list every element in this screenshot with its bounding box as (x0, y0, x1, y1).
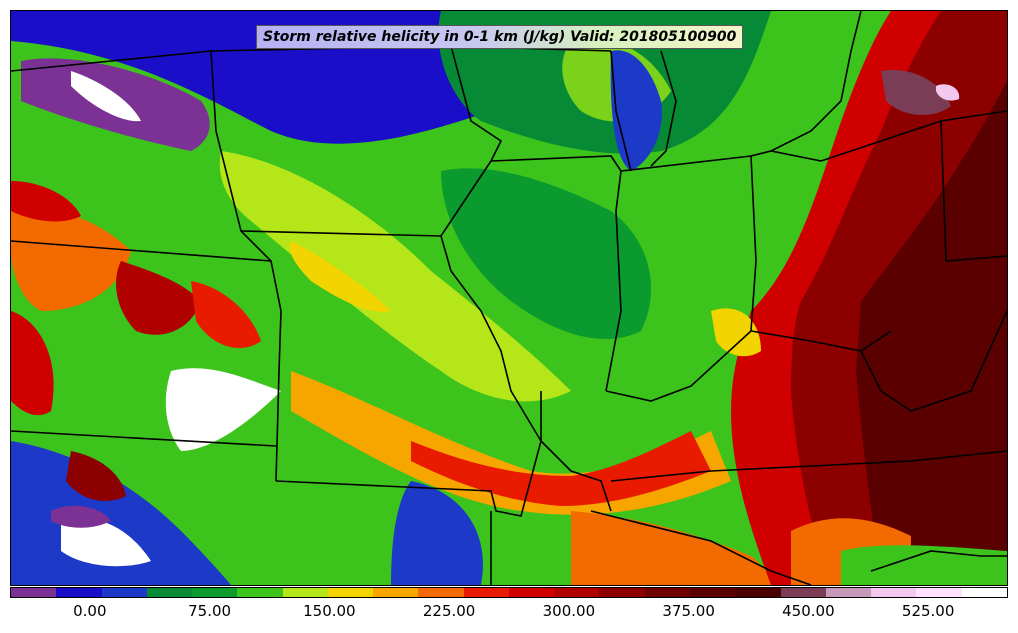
colorbar-segment (192, 588, 238, 597)
colorbar-segment (825, 588, 872, 597)
field-red-west-2 (11, 311, 54, 416)
colorbar-segment (599, 588, 645, 597)
field-white-southwest (61, 518, 151, 567)
field-orange-south (571, 511, 771, 585)
field-yellow-east (711, 308, 761, 357)
field-white-west (165, 368, 281, 451)
colorbar-tick-label: 75.00 (188, 602, 232, 620)
colorbar-segment (780, 588, 826, 597)
map-panel: Storm relative helicity in 0-1 km (J/kg)… (10, 10, 1008, 586)
field-blue-south (391, 481, 483, 585)
field-white-northwest (71, 71, 141, 122)
field-red-west-5 (191, 281, 261, 349)
colorbar-tick-label: 225.00 (422, 602, 476, 620)
colorbar-tick-label: 150.00 (303, 602, 356, 620)
colorbar-segment (735, 588, 781, 597)
field-green-southeast (841, 545, 1007, 585)
colorbar-tick-label: 525.00 (901, 602, 955, 620)
colorbar-segment (11, 588, 57, 597)
colorbar-segment (327, 588, 374, 597)
colorbar-tick-label: 0.00 (73, 602, 107, 620)
field-purple-southwest (51, 505, 111, 528)
colorbar-segment (373, 588, 419, 597)
field-yellowgreen-band (219, 151, 571, 402)
colorbar-tick-label: 300.00 (542, 602, 596, 620)
colorbar-segment (463, 588, 509, 597)
colorbar-segment (101, 588, 147, 597)
colorbar-segment (961, 588, 1007, 597)
colorbar-segment (871, 588, 917, 597)
map-title: Storm relative helicity in 0-1 km (J/kg)… (256, 25, 744, 49)
colorbar-segment (508, 588, 555, 597)
field-orange-west (11, 208, 131, 311)
state-boundaries (11, 11, 1007, 585)
colorbar-segment (146, 588, 193, 597)
colorbar-segment (916, 588, 962, 597)
field-red-west-1 (11, 181, 81, 222)
field-red-west-4 (66, 451, 126, 501)
field-red-west-3 (116, 261, 201, 335)
field-darkgreen-center (441, 168, 651, 340)
colorbar-segment (282, 588, 328, 597)
colorbar-segment (644, 588, 690, 597)
field-red-east-core (856, 81, 1007, 585)
colorbar (10, 587, 1008, 598)
field-pink-east (936, 84, 960, 101)
field-maroon-east (881, 70, 951, 116)
colorbar-tick-label: 375.00 (662, 602, 715, 620)
colorbar-segment (56, 588, 102, 597)
colorbar-segment (418, 588, 464, 597)
helicity-map (11, 11, 1007, 585)
field-yellow-core (289, 241, 391, 312)
colorbar-segment (689, 588, 736, 597)
colorbar-tick-label: 450.00 (782, 602, 835, 620)
colorbar-tick-labels: 0.00 75.00 150.00 225.00 300.00 375.00 450.00 5… (10, 602, 1008, 624)
field-red-ridge (411, 431, 711, 506)
colorbar-segment (554, 588, 600, 597)
colorbar-segment (237, 588, 283, 597)
